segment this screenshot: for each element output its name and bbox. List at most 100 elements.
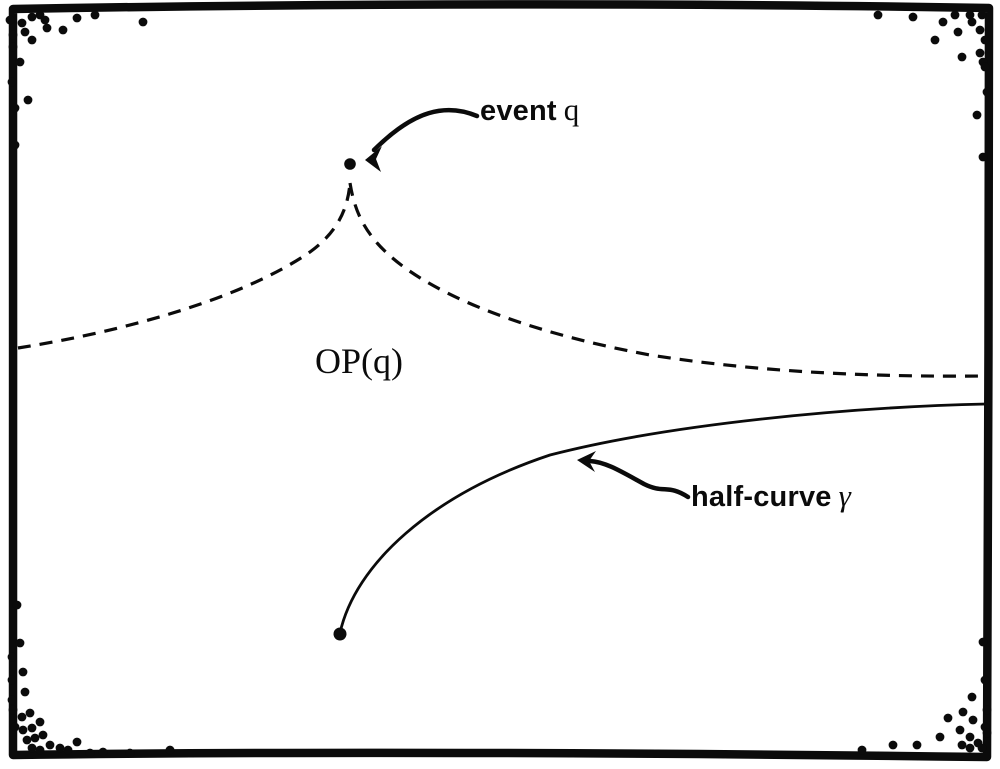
stipple-dot xyxy=(58,25,68,35)
region-op-q-label: OP(q) xyxy=(315,341,403,381)
stipple-dot xyxy=(958,707,968,717)
stipple-dot xyxy=(967,17,977,27)
stipple-dot xyxy=(165,745,175,755)
stipple-dot xyxy=(972,110,982,120)
stipple-dot xyxy=(7,77,17,87)
frame-border xyxy=(8,0,994,762)
stipple-dot xyxy=(8,705,18,715)
stipple-dot xyxy=(30,733,40,743)
stipple-dot xyxy=(975,25,985,35)
stipple-dot xyxy=(98,747,108,757)
stipple-bottom-right xyxy=(857,637,992,755)
stipple-dot xyxy=(20,27,30,37)
stipple-dot xyxy=(977,10,987,20)
stipple-dot xyxy=(982,705,992,715)
stipple-dot xyxy=(40,15,50,25)
stipple-dot xyxy=(7,695,17,705)
stipple-dot xyxy=(8,42,18,52)
stipple-dot xyxy=(965,10,975,20)
half-curve-arrow-icon xyxy=(587,458,691,500)
stipple-dot xyxy=(18,667,28,677)
stipple-dot xyxy=(38,730,48,740)
stipple-dot xyxy=(982,87,992,97)
stipple-dot xyxy=(35,745,45,755)
stipple-dot xyxy=(55,743,65,753)
half-curve-path xyxy=(338,402,987,634)
stipple-dot xyxy=(25,708,35,718)
event-q-arrowhead-icon xyxy=(365,146,382,172)
stipple-dot xyxy=(72,13,82,23)
stipple-dot xyxy=(930,35,940,45)
stipple-dot xyxy=(8,30,18,40)
dashed-boundary-right xyxy=(348,182,985,378)
stipple-dot xyxy=(27,35,37,45)
stipple-dot xyxy=(7,675,17,685)
stipple-dot xyxy=(27,743,37,753)
stipple-dot xyxy=(90,10,100,20)
stipple-dot xyxy=(857,745,867,755)
half-curve-label-symbol: γ xyxy=(838,478,851,513)
stipple-dot xyxy=(45,740,55,750)
stipple-dot xyxy=(27,12,37,22)
stipple-dot xyxy=(980,62,990,72)
stipple-dot xyxy=(23,95,33,105)
stipple-dot xyxy=(18,725,28,735)
stipple-dot xyxy=(10,103,20,113)
stipple-dot xyxy=(72,737,82,747)
stipple-dot xyxy=(978,637,988,647)
event-q-arrow-icon xyxy=(371,107,480,153)
stipple-dot xyxy=(42,23,52,33)
stipple-dot xyxy=(873,10,883,20)
stipple-dot xyxy=(957,52,967,62)
stipple-dot xyxy=(968,715,978,725)
stipple-dot xyxy=(5,15,15,25)
stipple-dot xyxy=(912,740,922,750)
stipple-dot xyxy=(943,713,953,723)
stipple-dot xyxy=(977,743,987,753)
event-q-label-word: event xyxy=(480,95,557,127)
stipple-dot xyxy=(938,17,948,27)
half-curve-label-word: half-curve xyxy=(691,481,832,513)
stipple-dot xyxy=(35,717,45,727)
half-curve-label: half-curve γ xyxy=(691,478,851,514)
stipple-dot xyxy=(63,745,73,755)
stipple-dot xyxy=(967,692,977,702)
stipple-bottom-left xyxy=(7,600,175,758)
stipple-dot xyxy=(888,740,898,750)
stipple-dot xyxy=(980,675,990,685)
stipple-dot xyxy=(125,748,135,758)
dashed-boundary-left xyxy=(17,182,352,350)
stipple-dot xyxy=(950,10,960,20)
stipple-dot xyxy=(957,740,967,750)
stipple-dot xyxy=(85,748,95,758)
half-curve-arrowhead-icon xyxy=(577,451,596,472)
stipple-dot xyxy=(20,687,30,697)
stipple-dot xyxy=(17,712,27,722)
stipple-dot xyxy=(955,725,965,735)
stipple-dot xyxy=(953,27,963,37)
stipple-dot xyxy=(965,743,975,753)
stipple-dot xyxy=(975,48,985,58)
stipple-dot xyxy=(10,140,20,150)
stipple-dot xyxy=(27,723,37,733)
stipple-dot xyxy=(10,722,20,732)
stipple-dot xyxy=(982,728,992,738)
stipple-dot xyxy=(138,17,148,27)
stipple-dot xyxy=(15,57,25,67)
event-q-label: event q xyxy=(480,92,579,128)
stipple-top-right xyxy=(873,10,992,162)
stipple-dot xyxy=(965,732,975,742)
stipple-dot xyxy=(22,735,32,745)
stipple-dot xyxy=(978,152,988,162)
stipple-top-left xyxy=(5,10,148,150)
event-q-label-symbol: q xyxy=(563,92,580,127)
stipple-dot xyxy=(980,35,990,45)
stipple-dot xyxy=(7,652,17,662)
stipple-dot xyxy=(935,732,945,742)
half-curve-endpoint-dot xyxy=(333,627,347,641)
stipple-dot xyxy=(908,12,918,22)
event-q-dot xyxy=(344,158,356,170)
stipple-dot xyxy=(15,638,25,648)
